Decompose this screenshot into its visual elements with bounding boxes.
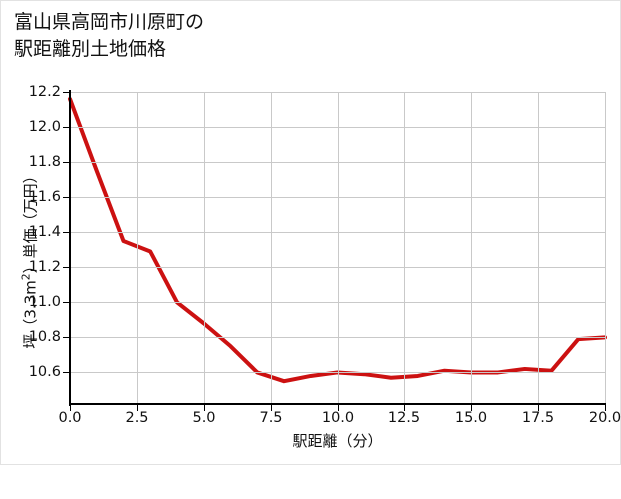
y-tick-mark [63, 127, 69, 128]
x-tick-mark [404, 405, 405, 411]
y-tick-label: 11.0 [28, 294, 61, 310]
x-tick-label: 10.0 [321, 410, 355, 426]
gridline-vertical [471, 92, 472, 404]
chart-title: 富山県高岡市川原町の 駅距離別土地価格 [14, 11, 205, 60]
y-tick-label: 11.8 [28, 154, 61, 170]
x-tick-label: 0.0 [58, 410, 82, 426]
y-tick-label: 11.4 [28, 224, 61, 240]
gridline-horizontal [70, 302, 605, 303]
y-tick-label: 10.8 [28, 329, 61, 345]
gridline-horizontal [70, 197, 605, 198]
x-tick-label: 17.5 [521, 410, 555, 426]
y-tick-mark [63, 92, 69, 93]
x-tick-mark [471, 405, 472, 411]
y-tick-label: 12.0 [28, 119, 61, 135]
x-tick-label: 20.0 [588, 410, 621, 426]
y-tick-label: 11.6 [28, 189, 61, 205]
gridline-horizontal [70, 267, 605, 268]
gridline-vertical [137, 92, 138, 404]
x-axis-line [69, 403, 606, 405]
gridline-horizontal [70, 162, 605, 163]
y-tick-mark [63, 302, 69, 303]
y-tick-mark [63, 267, 69, 268]
gridline-horizontal [70, 92, 605, 93]
chart-figure: 富山県高岡市川原町の 駅距離別土地価格 坪（3.3m2）単価（万円） 駅距離（分… [0, 0, 621, 465]
gridline-vertical [404, 92, 405, 404]
y-tick-mark [63, 337, 69, 338]
y-tick-mark [63, 162, 69, 163]
y-tick-label: 11.2 [28, 259, 61, 275]
y-tick-mark [63, 197, 69, 198]
x-tick-mark [538, 405, 539, 411]
gridline-horizontal [70, 232, 605, 233]
x-tick-mark [137, 405, 138, 411]
gridline-horizontal [70, 372, 605, 373]
y-tick-mark [63, 232, 69, 233]
x-tick-mark [70, 405, 71, 411]
gridline-vertical [538, 92, 539, 404]
x-tick-label: 2.5 [125, 410, 149, 426]
gridline-horizontal [70, 127, 605, 128]
y-tick-label: 10.6 [28, 364, 61, 380]
x-tick-label: 15.0 [454, 410, 488, 426]
y-tick-mark [63, 372, 69, 373]
x-tick-mark [204, 405, 205, 411]
y-axis-line [69, 90, 71, 406]
x-axis-label: 駅距離（分） [292, 432, 383, 450]
x-tick-mark [338, 405, 339, 411]
x-tick-label: 5.0 [192, 410, 216, 426]
y-tick-label: 12.2 [28, 84, 61, 100]
gridline-vertical [605, 92, 606, 404]
x-tick-label: 12.5 [387, 410, 421, 426]
x-tick-mark [271, 405, 272, 411]
gridline-vertical [204, 92, 205, 404]
y-axis-label-suffix: ）単価（万円） [21, 168, 40, 274]
gridline-vertical [338, 92, 339, 404]
gridline-vertical [271, 92, 272, 404]
x-tick-label: 7.5 [259, 410, 283, 426]
gridline-horizontal [70, 337, 605, 338]
plot-area [68, 92, 607, 404]
x-tick-mark [605, 405, 606, 411]
